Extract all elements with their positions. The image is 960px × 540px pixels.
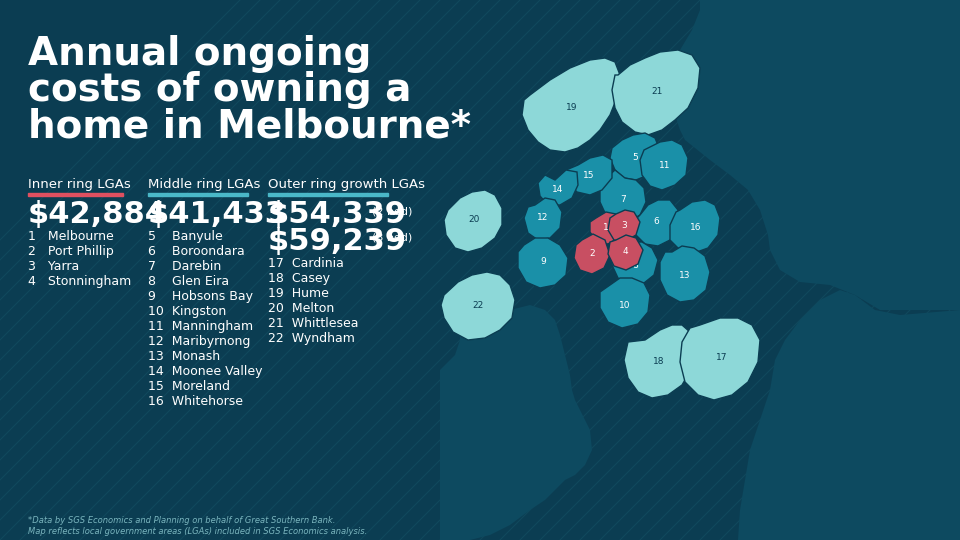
Text: 1   Melbourne: 1 Melbourne xyxy=(28,230,113,243)
Polygon shape xyxy=(590,212,622,244)
Text: 21: 21 xyxy=(651,87,662,97)
Text: 12: 12 xyxy=(538,213,549,222)
Text: 20  Melton: 20 Melton xyxy=(268,302,334,315)
Polygon shape xyxy=(680,290,960,540)
Text: *Data by SGS Economics and Planning on behalf of Great Southern Bank.: *Data by SGS Economics and Planning on b… xyxy=(28,516,335,525)
Text: 4: 4 xyxy=(622,247,628,256)
Text: 8    Glen Eira: 8 Glen Eira xyxy=(148,275,229,288)
Text: 18  Casey: 18 Casey xyxy=(268,272,330,285)
Text: (2 bed): (2 bed) xyxy=(372,206,413,216)
Polygon shape xyxy=(680,318,760,400)
Text: 18: 18 xyxy=(653,357,664,367)
Polygon shape xyxy=(612,50,700,135)
Bar xyxy=(268,193,388,195)
Text: 22  Wyndham: 22 Wyndham xyxy=(268,332,355,345)
Bar xyxy=(28,193,123,195)
Text: 2: 2 xyxy=(589,249,595,259)
Text: 9: 9 xyxy=(540,258,546,267)
Text: 19: 19 xyxy=(566,104,578,112)
Polygon shape xyxy=(672,0,960,310)
Polygon shape xyxy=(633,200,678,246)
Text: 19  Hume: 19 Hume xyxy=(268,287,329,300)
Text: 2   Port Phillip: 2 Port Phillip xyxy=(28,245,113,258)
Text: 7: 7 xyxy=(620,195,626,205)
Polygon shape xyxy=(610,133,660,180)
Text: 16  Whitehorse: 16 Whitehorse xyxy=(148,395,243,408)
Text: 10  Kingston: 10 Kingston xyxy=(148,305,227,318)
Text: Inner ring LGAs: Inner ring LGAs xyxy=(28,178,131,191)
Polygon shape xyxy=(441,272,515,340)
Text: 22: 22 xyxy=(472,300,484,309)
Polygon shape xyxy=(444,190,502,252)
Text: 17  Cardinia: 17 Cardinia xyxy=(268,257,344,270)
Text: 12  Maribyrnong: 12 Maribyrnong xyxy=(148,335,251,348)
Polygon shape xyxy=(612,242,658,285)
Text: 6    Boroondara: 6 Boroondara xyxy=(148,245,245,258)
Text: 14  Moonee Valley: 14 Moonee Valley xyxy=(148,365,262,378)
Text: 16: 16 xyxy=(690,224,702,233)
Text: $54,339: $54,339 xyxy=(268,200,407,229)
Text: Middle ring LGAs: Middle ring LGAs xyxy=(148,178,260,191)
Text: 9    Hobsons Bay: 9 Hobsons Bay xyxy=(148,290,253,303)
Text: 5: 5 xyxy=(632,153,637,163)
Text: 11: 11 xyxy=(660,160,671,170)
Text: $59,239: $59,239 xyxy=(268,227,407,256)
Polygon shape xyxy=(440,305,592,540)
Polygon shape xyxy=(624,325,694,398)
Text: 3   Yarra: 3 Yarra xyxy=(28,260,80,273)
Text: 8: 8 xyxy=(632,260,637,269)
Polygon shape xyxy=(670,200,720,253)
Text: 4   Stonningham: 4 Stonningham xyxy=(28,275,132,288)
Polygon shape xyxy=(522,58,620,152)
Text: 6: 6 xyxy=(653,218,659,226)
Polygon shape xyxy=(608,235,643,270)
Text: Map reflects local government areas (LGAs) included in SGS Economics analysis.: Map reflects local government areas (LGA… xyxy=(28,527,368,536)
Text: 5    Banyule: 5 Banyule xyxy=(148,230,223,243)
Polygon shape xyxy=(640,140,688,190)
Polygon shape xyxy=(566,155,612,195)
Text: 10: 10 xyxy=(619,300,631,309)
Text: 1: 1 xyxy=(603,224,609,233)
Text: costs of owning a: costs of owning a xyxy=(28,71,412,109)
Polygon shape xyxy=(524,198,562,240)
Text: 15  Moreland: 15 Moreland xyxy=(148,380,230,393)
Text: home in Melbourne*: home in Melbourne* xyxy=(28,107,471,145)
Text: 13: 13 xyxy=(680,271,691,280)
Polygon shape xyxy=(600,278,650,328)
Text: 7    Darebin: 7 Darebin xyxy=(148,260,221,273)
Text: $41,433: $41,433 xyxy=(148,200,287,229)
Polygon shape xyxy=(600,170,646,222)
Polygon shape xyxy=(608,210,640,242)
Text: 20: 20 xyxy=(468,215,480,225)
Text: Annual ongoing: Annual ongoing xyxy=(28,35,372,73)
Polygon shape xyxy=(660,246,710,302)
Text: (3 bed): (3 bed) xyxy=(372,233,412,243)
Text: 14: 14 xyxy=(552,186,564,194)
Polygon shape xyxy=(574,234,610,274)
Text: 11  Manningham: 11 Manningham xyxy=(148,320,253,333)
Text: $42,884: $42,884 xyxy=(28,200,167,229)
Polygon shape xyxy=(518,238,568,288)
Text: 17: 17 xyxy=(716,354,728,362)
Text: 21  Whittlesea: 21 Whittlesea xyxy=(268,317,358,330)
Bar xyxy=(148,193,248,195)
Text: 3: 3 xyxy=(621,220,627,230)
Polygon shape xyxy=(538,170,578,205)
Text: 13  Monash: 13 Monash xyxy=(148,350,220,363)
Text: 15: 15 xyxy=(584,171,595,179)
Text: Outer ring growth LGAs: Outer ring growth LGAs xyxy=(268,178,425,191)
